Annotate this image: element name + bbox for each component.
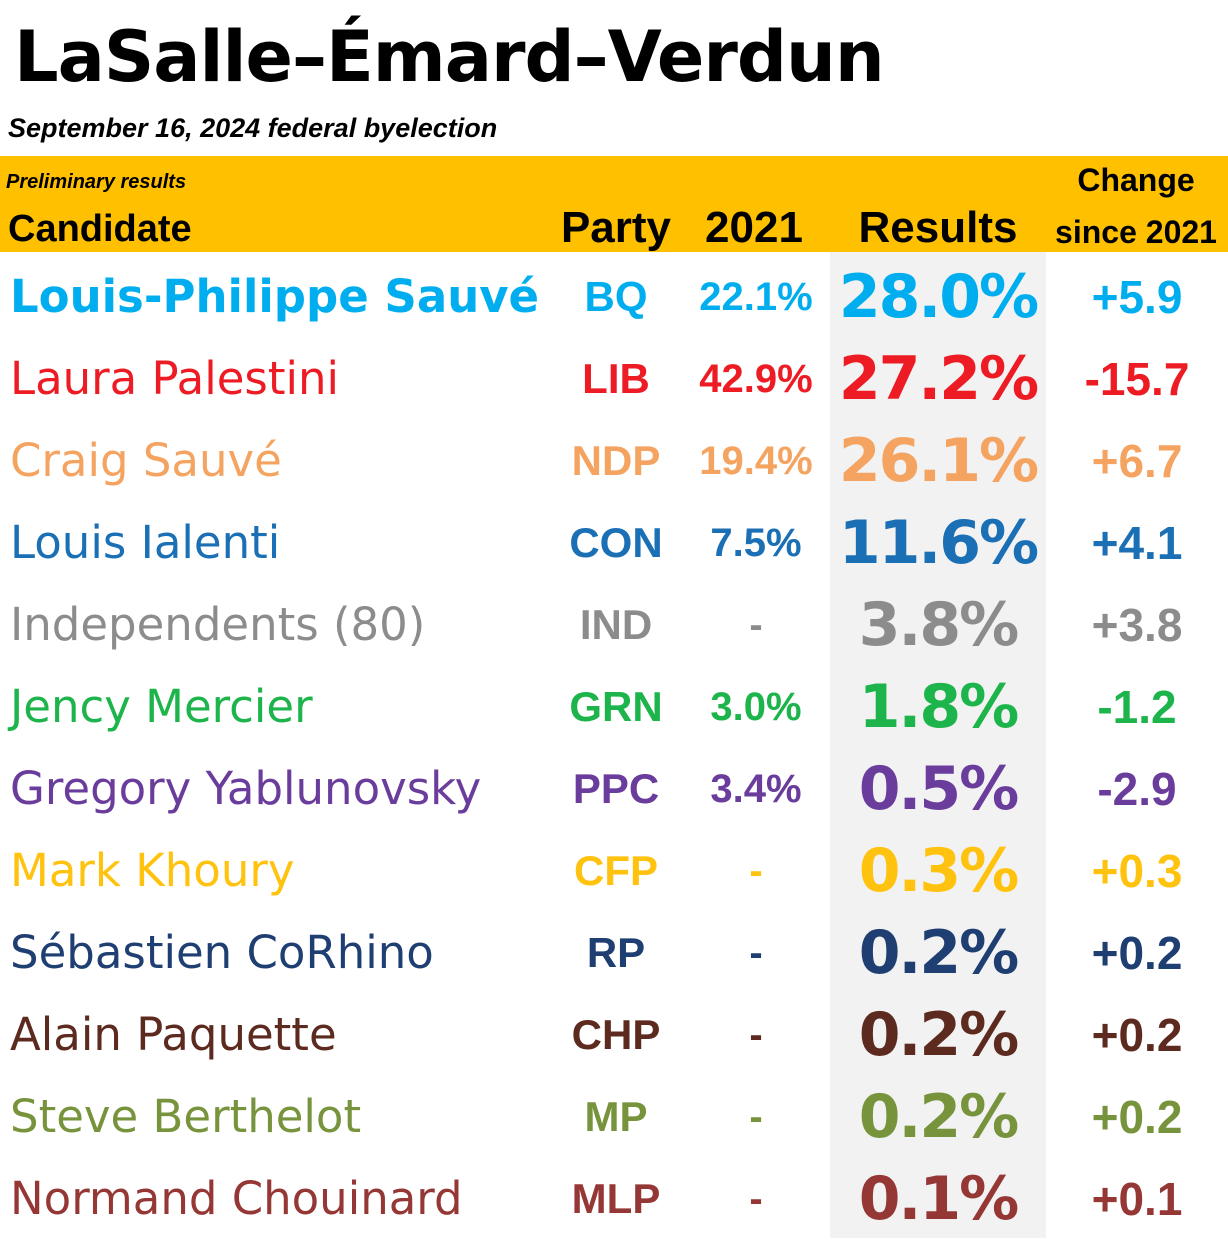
- table-row: Steve Berthelot MP - 0.2% +0.2: [0, 1076, 1228, 1158]
- candidate-name: Louis-Philippe Sauvé: [10, 270, 540, 323]
- candidate-name: Sébastien CoRhino: [10, 926, 434, 979]
- change-since-2021: +0.2: [1091, 1009, 1183, 1061]
- header-note: Preliminary results: [6, 171, 187, 193]
- change-since-2021: -15.7: [1084, 353, 1190, 405]
- result-2021: -: [749, 1177, 763, 1221]
- change-since-2021: +0.1: [1091, 1173, 1183, 1225]
- header-change-line1: Change: [1077, 162, 1195, 198]
- change-since-2021: +3.8: [1091, 599, 1183, 651]
- candidate-name: Louis Ialenti: [10, 516, 281, 569]
- result-2024: 28.0%: [838, 262, 1039, 332]
- header-party: Party: [560, 203, 672, 252]
- result-2021: 19.4%: [699, 439, 813, 483]
- table-row: Mark Khoury CFP - 0.3% +0.3: [0, 830, 1228, 912]
- result-2021: 42.9%: [699, 357, 813, 401]
- result-2021: 3.4%: [710, 767, 802, 811]
- header-results: Results: [858, 203, 1018, 252]
- table-row: Independents (80) IND - 3.8% +3.8: [0, 584, 1228, 666]
- result-2021: -: [749, 931, 763, 975]
- party-code: MLP: [571, 1175, 661, 1222]
- result-2021: 7.5%: [710, 521, 802, 565]
- table-row: Alain Paquette CHP - 0.2% +0.2: [0, 994, 1228, 1076]
- candidate-name: Normand Chouinard: [10, 1172, 463, 1225]
- table-row: Laura Palestini LIB 42.9% 27.2% -15.7: [0, 338, 1228, 420]
- header-change-line2: since 2021: [1055, 214, 1217, 250]
- candidate-name: Steve Berthelot: [10, 1090, 362, 1143]
- party-code: LIB: [582, 355, 650, 402]
- table-row: Jency Mercier GRN 3.0% 1.8% -1.2: [0, 666, 1228, 748]
- page-title: LaSalle–Émard–Verdun: [14, 16, 885, 98]
- result-2024: 0.5%: [858, 754, 1019, 824]
- result-2024: 0.3%: [858, 836, 1019, 906]
- result-2021: -: [749, 603, 763, 647]
- candidate-name: Independents (80): [10, 598, 426, 651]
- change-since-2021: +5.9: [1091, 271, 1183, 323]
- party-code: PPC: [572, 765, 660, 812]
- change-since-2021: +4.1: [1091, 517, 1183, 569]
- party-code: RP: [586, 929, 646, 976]
- table-row: Craig Sauvé NDP 19.4% 26.1% +6.7: [0, 420, 1228, 502]
- table-row: Louis-Philippe Sauvé BQ 22.1% 28.0% +5.9: [0, 256, 1228, 338]
- result-2021: -: [749, 849, 763, 893]
- page-subtitle: September 16, 2024 federal byelection: [8, 113, 498, 143]
- table-row: Gregory Yablunovsky PPC 3.4% 0.5% -2.9: [0, 748, 1228, 830]
- change-since-2021: +6.7: [1091, 435, 1183, 487]
- candidate-name: Jency Mercier: [10, 680, 313, 733]
- candidate-name: Alain Paquette: [10, 1008, 337, 1061]
- table-row: Normand Chouinard MLP - 0.1% +0.1: [0, 1158, 1228, 1240]
- result-2021: 22.1%: [699, 275, 813, 319]
- candidate-name: Laura Palestini: [10, 352, 340, 405]
- result-2024: 0.2%: [858, 1000, 1019, 1070]
- change-since-2021: +0.3: [1091, 845, 1183, 897]
- party-code: GRN: [569, 683, 663, 730]
- table-row: Sébastien CoRhino RP - 0.2% +0.2: [0, 912, 1228, 994]
- result-2024: 0.2%: [858, 918, 1019, 988]
- party-code: CHP: [571, 1011, 661, 1058]
- party-code: NDP: [571, 437, 661, 484]
- header-band: [0, 156, 1228, 252]
- party-code: CFP: [574, 847, 658, 894]
- candidate-name: Craig Sauvé: [10, 434, 282, 487]
- change-since-2021: +0.2: [1091, 1091, 1183, 1143]
- result-2024: 0.1%: [858, 1164, 1019, 1234]
- change-since-2021: +0.2: [1091, 927, 1183, 979]
- party-code: IND: [579, 601, 653, 648]
- table-row: Louis Ialenti CON 7.5% 11.6% +4.1: [0, 502, 1228, 584]
- party-code: MP: [584, 1093, 648, 1140]
- result-2021: -: [749, 1095, 763, 1139]
- candidate-name: Gregory Yablunovsky: [10, 762, 482, 815]
- results-column-background: [830, 252, 1046, 1238]
- header-2021: 2021: [705, 203, 803, 252]
- result-2024: 0.2%: [858, 1082, 1019, 1152]
- result-2021: -: [749, 1013, 763, 1057]
- result-2021: 3.0%: [710, 685, 802, 729]
- candidate-name: Mark Khoury: [10, 844, 295, 897]
- change-since-2021: -1.2: [1097, 681, 1177, 733]
- result-2024: 3.8%: [858, 590, 1019, 660]
- result-2024: 27.2%: [838, 344, 1039, 414]
- header-candidate: Candidate: [8, 208, 192, 250]
- result-2024: 26.1%: [838, 426, 1039, 496]
- party-code: CON: [569, 519, 663, 566]
- result-2024: 1.8%: [858, 672, 1019, 742]
- change-since-2021: -2.9: [1097, 763, 1177, 815]
- party-code: BQ: [584, 273, 648, 320]
- result-2024: 11.6%: [838, 508, 1039, 578]
